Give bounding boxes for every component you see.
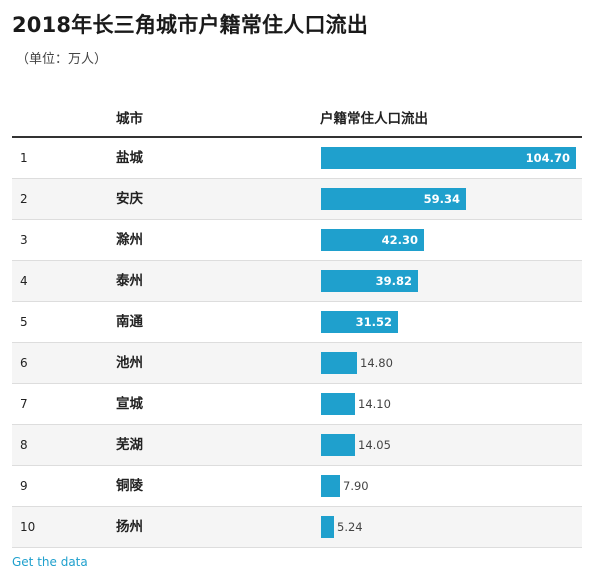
- bar-泰州: [321, 270, 418, 292]
- bar-value-label: 39.82: [375, 274, 412, 288]
- table-row: 7 宣城 14.10: [12, 384, 582, 425]
- bar-cell: 31.52: [321, 311, 576, 333]
- table-row: 1 盐城 104.70: [12, 138, 582, 179]
- table-row: 4 泰州 39.82: [12, 261, 582, 302]
- chart-subtitle: （单位：万人）: [16, 52, 108, 67]
- bar-value-label: 31.52: [355, 315, 392, 329]
- bar-cell: 14.05: [321, 434, 576, 456]
- city-cell: 滁州: [116, 232, 143, 248]
- bar-value-label: 7.90: [343, 479, 369, 493]
- city-cell: 盐城: [116, 150, 143, 166]
- get-the-data-link[interactable]: Get the data: [12, 555, 88, 569]
- bar-value-label: 59.34: [423, 192, 460, 206]
- rank-cell: 4: [20, 274, 28, 288]
- table-row: 5 南通 31.52: [12, 302, 582, 343]
- bar-铜陵: [321, 475, 340, 497]
- rank-cell: 3: [20, 233, 28, 247]
- rank-cell: 7: [20, 397, 28, 411]
- bar-cell: 42.30: [321, 229, 576, 251]
- chart-title: 2018年长三角城市户籍常住人口流出: [12, 13, 369, 37]
- city-cell: 泰州: [116, 273, 143, 289]
- rank-cell: 5: [20, 315, 28, 329]
- bar-芜湖: [321, 434, 355, 456]
- table-row: 8 芜湖 14.05: [12, 425, 582, 466]
- city-cell: 宣城: [116, 396, 143, 412]
- rank-cell: 2: [20, 192, 28, 206]
- bar-value-label: 5.24: [337, 520, 363, 534]
- bar-value-label: 14.10: [358, 397, 391, 411]
- bar-池州: [321, 352, 357, 374]
- city-cell: 安庆: [116, 191, 143, 207]
- table-body: 1 盐城 104.70 2 安庆 59.34 3 滁州 42.30 4 泰州 39.82 5 南通 31.5…: [12, 138, 582, 548]
- bar-盐城: [321, 147, 576, 169]
- bar-value-label: 14.05: [358, 438, 391, 452]
- city-cell: 铜陵: [116, 478, 143, 494]
- city-cell: 芜湖: [116, 437, 143, 453]
- table-row: 2 安庆 59.34: [12, 179, 582, 220]
- rank-cell: 8: [20, 438, 28, 452]
- city-cell: 南通: [116, 314, 143, 330]
- city-cell: 池州: [116, 355, 143, 371]
- ranking-table: 城市 户籍常住人口流出 1 盐城 104.70 2 安庆 59.34 3 滁州 42.30 4 泰州…: [12, 98, 582, 548]
- bar-cell: 59.34: [321, 188, 576, 210]
- bar-宣城: [321, 393, 355, 415]
- table-row: 6 池州 14.80: [12, 343, 582, 384]
- table-row: 10 扬州 5.24: [12, 507, 582, 548]
- bar-滁州: [321, 229, 424, 251]
- rank-cell: 6: [20, 356, 28, 370]
- bar-南通: [321, 311, 398, 333]
- table-row: 9 铜陵 7.90: [12, 466, 582, 507]
- rank-cell: 10: [20, 520, 36, 534]
- table-header: 城市 户籍常住人口流出: [12, 98, 582, 138]
- bar-cell: 14.80: [321, 352, 576, 374]
- bar-扬州: [321, 516, 334, 538]
- bar-cell: 39.82: [321, 270, 576, 292]
- rank-cell: 9: [20, 479, 28, 493]
- bar-cell: 104.70: [321, 147, 576, 169]
- table-row: 3 滁州 42.30: [12, 220, 582, 261]
- city-column-header: 城市: [116, 111, 143, 127]
- bar-cell: 14.10: [321, 393, 576, 415]
- value-column-header: 户籍常住人口流出: [320, 111, 428, 127]
- city-cell: 扬州: [116, 519, 143, 535]
- bar-安庆: [321, 188, 466, 210]
- bar-cell: 5.24: [321, 516, 576, 538]
- bar-cell: 7.90: [321, 475, 576, 497]
- bar-value-label: 42.30: [381, 233, 418, 247]
- rank-cell: 1: [20, 151, 28, 165]
- bar-value-label: 14.80: [360, 356, 393, 370]
- bar-value-label: 104.70: [525, 151, 570, 165]
